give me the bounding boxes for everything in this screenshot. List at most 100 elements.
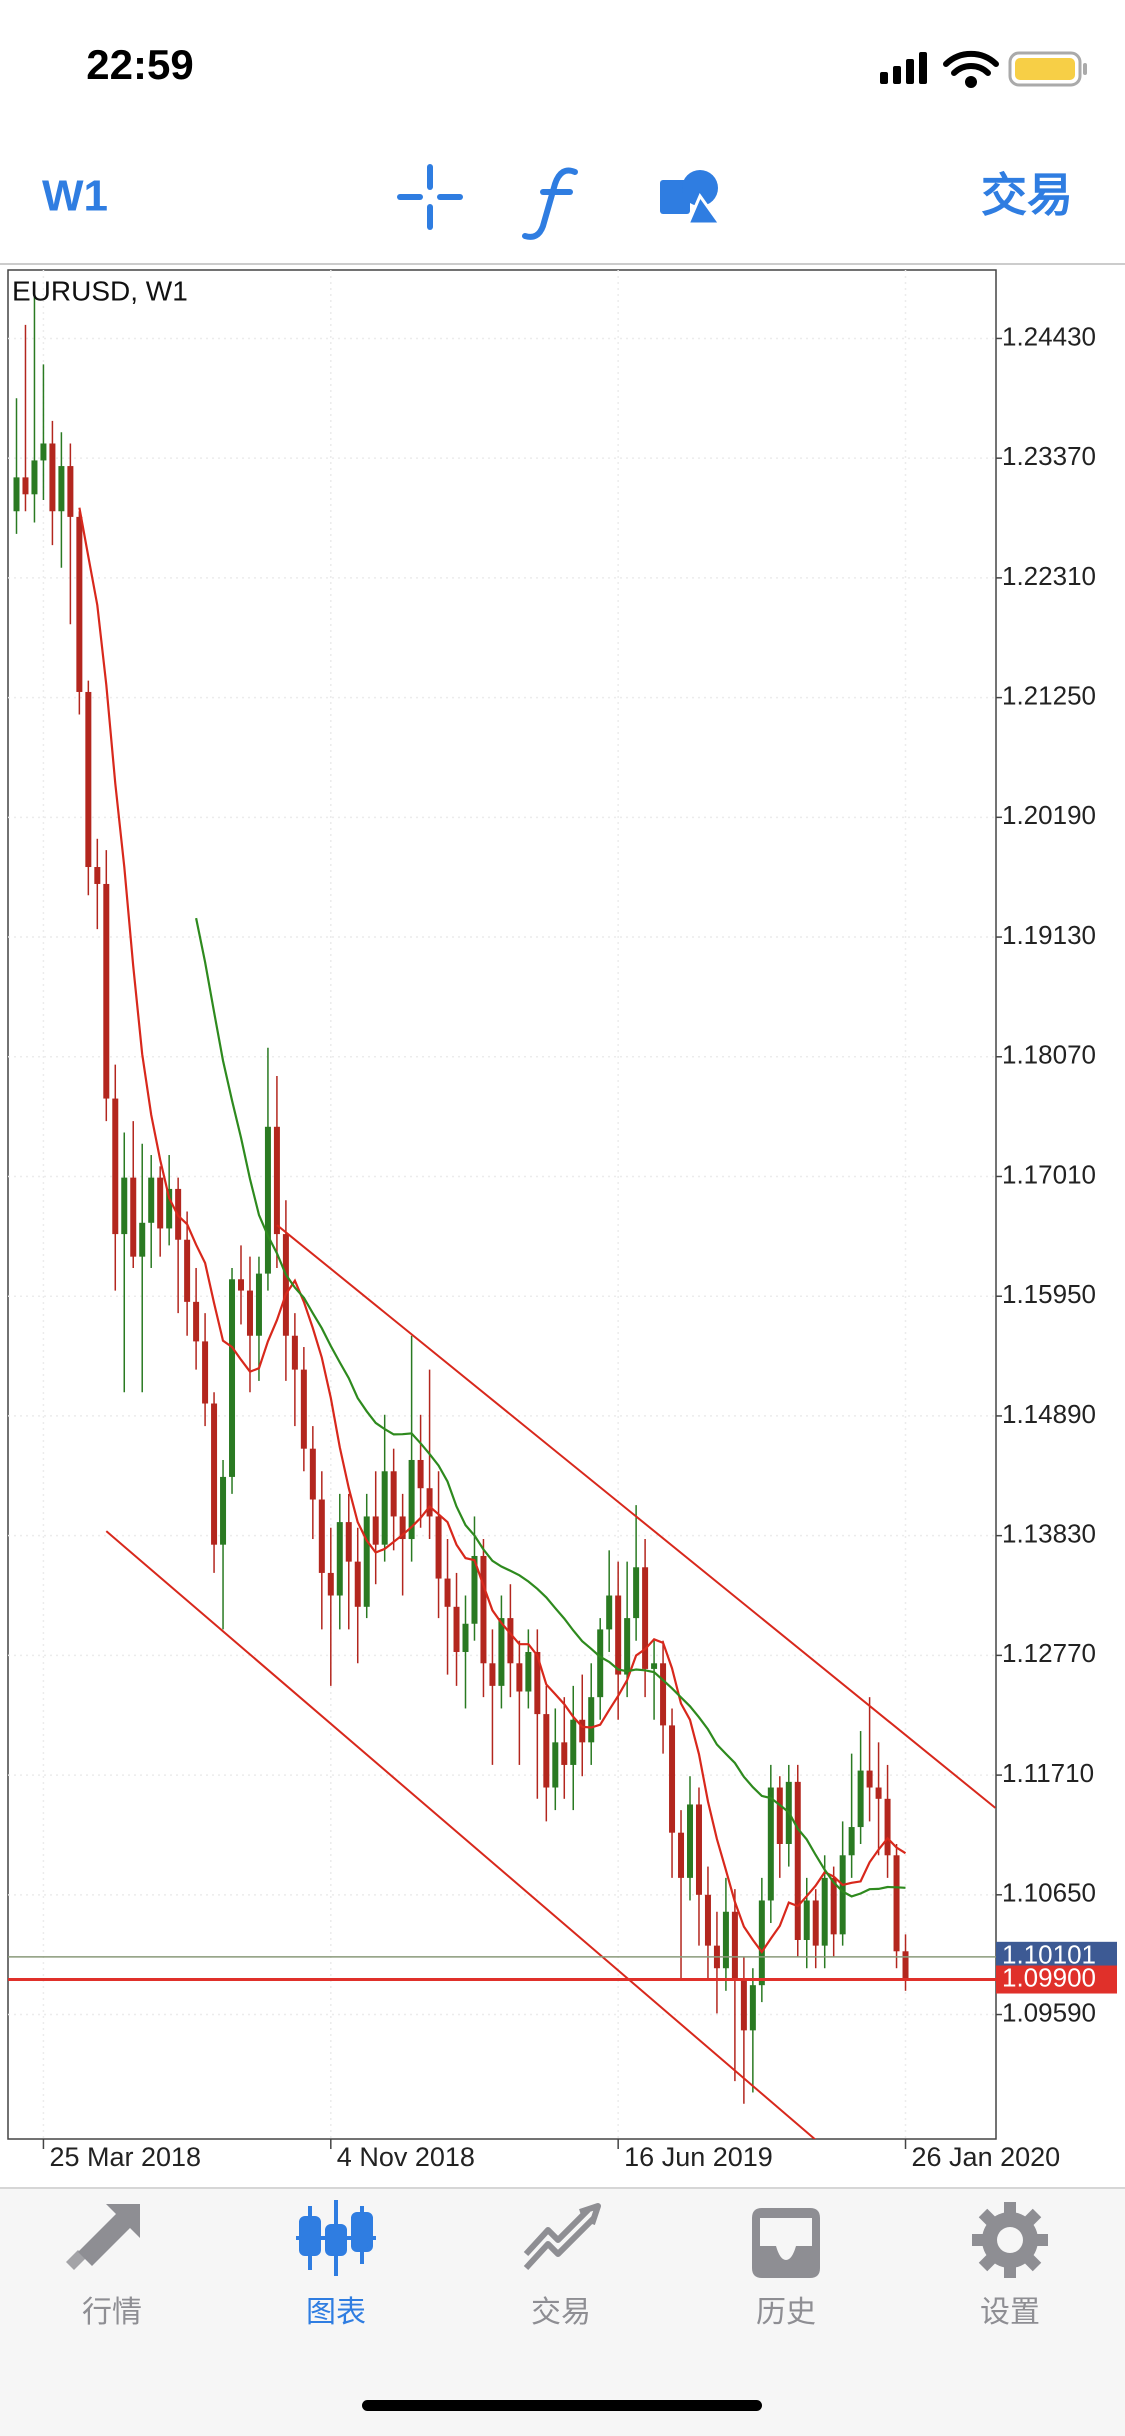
candle-body xyxy=(704,1894,711,1946)
ask-label: 1.10101 xyxy=(1002,1940,1096,1970)
battery-icon xyxy=(1008,51,1087,87)
candle-body xyxy=(390,1471,397,1517)
trade-button[interactable]: 交易 xyxy=(981,169,1073,221)
candle-body xyxy=(660,1663,667,1726)
candle-body xyxy=(884,1798,891,1856)
price-axis: 1.24430 1.23370 1.22310 1.21250 1.20190 1.191… xyxy=(42,321,1117,2172)
tab-label: 历史 xyxy=(756,2296,816,2329)
timeframe-button[interactable]: W1 xyxy=(42,172,108,221)
candle-body xyxy=(453,1606,460,1652)
y-tick-label: 1.11710 xyxy=(1002,1758,1094,1788)
candle-body xyxy=(399,1516,406,1540)
candle-body xyxy=(678,1832,685,1878)
candle-body xyxy=(130,1177,137,1257)
candle-body xyxy=(489,1663,496,1686)
candle-body xyxy=(857,1770,864,1828)
candle-body xyxy=(264,1126,271,1274)
candle-body xyxy=(767,1787,774,1901)
candle-body xyxy=(516,1663,523,1692)
tab-bar xyxy=(0,2188,1125,2436)
candle-body xyxy=(354,1561,361,1607)
candle-body xyxy=(40,443,47,461)
tab-label: 图表 xyxy=(306,2296,366,2329)
candle-body xyxy=(22,477,29,495)
x-tick-label: 25 Mar 2018 xyxy=(49,2142,201,2172)
candle-body xyxy=(695,1804,702,1895)
candle-body xyxy=(238,1279,244,1291)
candle-body xyxy=(309,1448,316,1500)
candle-body xyxy=(94,867,101,884)
tab-label: 设置 xyxy=(980,2296,1040,2329)
candle-body xyxy=(902,1951,909,1980)
candle-body xyxy=(731,1911,738,1980)
indicator-button[interactable] xyxy=(522,167,578,240)
candle-body xyxy=(561,1742,568,1765)
x-tick-label: 16 Jun 2019 xyxy=(624,2142,773,2172)
candle-body xyxy=(830,1877,837,1935)
trendline xyxy=(276,1224,996,1809)
candle-body xyxy=(758,1900,765,1986)
candle-body xyxy=(417,1459,424,1489)
candle-body xyxy=(211,1403,218,1545)
candle-body xyxy=(363,1516,370,1607)
candle-body xyxy=(633,1567,640,1619)
quotes-tab[interactable]: 行情 xyxy=(66,2204,142,2329)
y-tick-label: 1.13830 xyxy=(1002,1519,1096,1549)
plot xyxy=(8,296,996,2139)
candle-body xyxy=(13,477,20,512)
wifi-icon xyxy=(943,50,999,88)
candle-body xyxy=(193,1301,200,1342)
chart-title: EURUSD, W1 xyxy=(12,275,188,306)
candle-body xyxy=(49,443,56,512)
candle-body xyxy=(803,1900,810,1940)
y-tick-label: 1.17010 xyxy=(1002,1159,1096,1189)
objects-button[interactable] xyxy=(660,170,723,226)
moving-average xyxy=(78,507,907,1954)
ask-box xyxy=(996,1941,1117,1970)
candle-body xyxy=(606,1595,613,1630)
candle-body xyxy=(498,1618,505,1686)
y-tick-label: 1.14890 xyxy=(1002,1399,1096,1429)
candle-body xyxy=(381,1471,388,1545)
crosshair-button[interactable] xyxy=(397,164,463,230)
candle-body xyxy=(76,516,83,692)
chart-tab[interactable]: 图表 xyxy=(296,2200,376,2329)
candle-body xyxy=(58,466,65,512)
signal-icon xyxy=(880,52,927,84)
candle-body xyxy=(507,1618,514,1664)
candle-body xyxy=(273,1126,280,1235)
candle-body xyxy=(866,1770,873,1788)
candle-body xyxy=(624,1618,631,1675)
candle-body xyxy=(31,460,38,495)
settings-tab[interactable]: 设置 xyxy=(972,2202,1048,2329)
candle-body xyxy=(318,1499,325,1573)
candle-body xyxy=(255,1273,262,1336)
candle-body xyxy=(579,1719,586,1743)
candle-body xyxy=(291,1335,298,1370)
candle-body xyxy=(722,1911,729,1969)
x-tick-label: 4 Nov 2018 xyxy=(337,2142,475,2172)
candle-body xyxy=(246,1290,253,1336)
candle-body xyxy=(794,1781,801,1940)
trade-tab[interactable]: 交易 xyxy=(523,2203,601,2329)
candle-body xyxy=(615,1595,622,1675)
bid-box xyxy=(996,1965,1117,1994)
candle-body xyxy=(534,1651,541,1715)
y-tick-label: 1.20190 xyxy=(1002,800,1096,830)
candle-body xyxy=(426,1488,433,1517)
candle-body xyxy=(570,1719,577,1765)
candle-body xyxy=(300,1369,307,1449)
home-indicator xyxy=(362,2400,762,2411)
y-tick-label: 1.19130 xyxy=(1002,920,1096,950)
y-tick-label: 1.12770 xyxy=(1002,1638,1096,1668)
candle-body xyxy=(669,1725,676,1833)
trendline xyxy=(105,1530,817,2139)
candle-body xyxy=(740,1979,747,2031)
candle-body xyxy=(444,1578,451,1607)
history-tab[interactable]: 历史 xyxy=(752,2208,820,2329)
candle-body xyxy=(471,1555,478,1624)
candle-body xyxy=(166,1188,173,1229)
bid-label: 1.09900 xyxy=(1002,1962,1096,1992)
candle-body xyxy=(112,1098,119,1235)
